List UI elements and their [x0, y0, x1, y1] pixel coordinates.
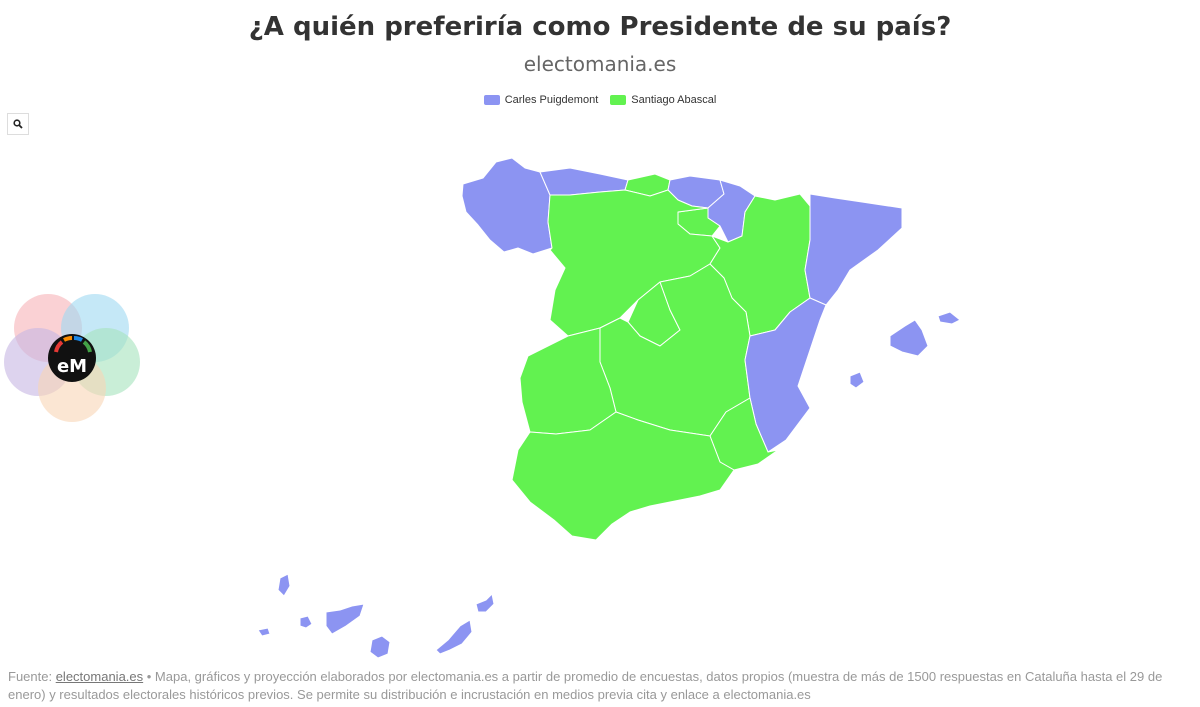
region-murcia[interactable] [709, 397, 779, 471]
region-canarias-gran-canaria[interactable] [369, 635, 391, 659]
footer-prefix: Fuente: [8, 669, 56, 684]
logo-text: eM [57, 356, 87, 377]
region-canarias-la-palma[interactable] [277, 573, 291, 597]
region-canarias-tenerife[interactable] [325, 603, 365, 635]
footer-source: Fuente: electomania.es • Mapa, gráficos … [8, 668, 1193, 704]
region-comunidad-valenciana[interactable] [744, 297, 827, 453]
legend-item-puigdemont[interactable]: Carles Puigdemont [483, 94, 599, 106]
spain-map [257, 157, 961, 659]
region-canarias-la-gomera[interactable] [299, 615, 313, 629]
region-andalucia[interactable] [511, 411, 735, 541]
legend-label-puigdemont: Carles Puigdemont [504, 94, 599, 106]
region-canarias-fuerteventura[interactable] [435, 619, 473, 655]
footer-text: • Mapa, gráficos y proyección elaborados… [8, 669, 1163, 702]
legend-swatch-puigdemont [483, 95, 500, 105]
footer-link[interactable]: electomania.es [55, 669, 144, 684]
legend-swatch-abascal [610, 95, 627, 105]
region-baleares-mallorca[interactable] [889, 319, 929, 357]
legend: Carles Puigdemont Santiago Abascal [0, 94, 1200, 106]
legend-label-abascal: Santiago Abascal [631, 94, 717, 106]
search-icon [13, 119, 23, 129]
chart-subtitle: electomania.es [523, 52, 677, 76]
region-canarias-el-hierro[interactable] [257, 627, 271, 637]
chart-title: ¿A quién preferiría como Presidente de s… [248, 12, 952, 42]
legend-item-abascal[interactable]: Santiago Abascal [610, 94, 716, 106]
zoom-button[interactable] [7, 113, 29, 135]
region-cataluna[interactable] [804, 193, 903, 306]
region-galicia[interactable] [461, 157, 553, 255]
region-baleares-ibiza[interactable] [849, 371, 865, 389]
region-canarias-lanzarote[interactable] [475, 593, 495, 613]
electomania-logo: eM [4, 294, 140, 422]
region-baleares-menorca[interactable] [937, 311, 961, 325]
